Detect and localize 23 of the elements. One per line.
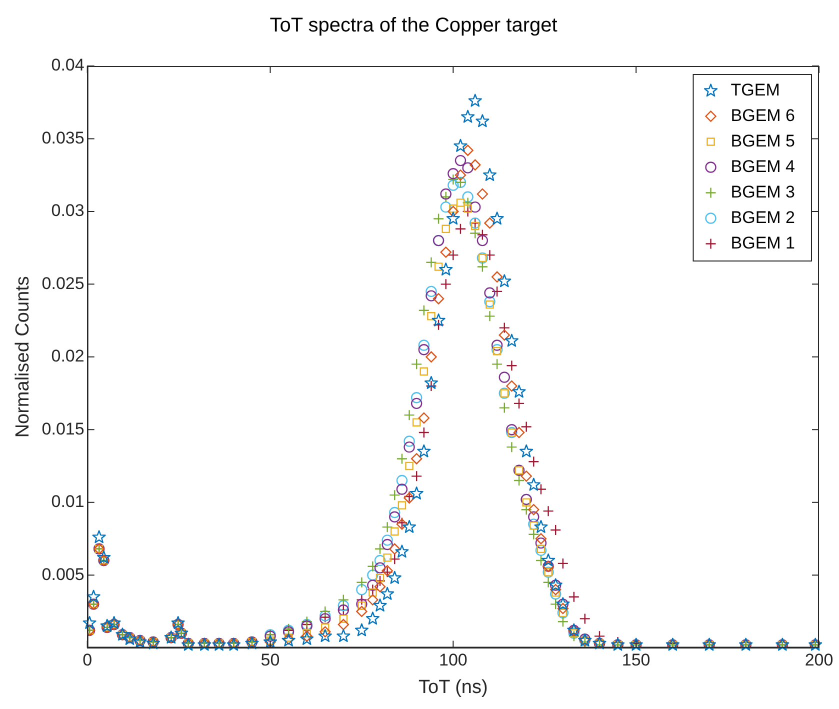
legend-label: BGEM 5 [730, 131, 796, 150]
chart-title: ToT spectra of the Copper target [270, 14, 558, 37]
legend-label: TGEM [730, 80, 780, 100]
x-tick-label: 150 [622, 650, 650, 670]
legend-label: BGEM 1 [730, 233, 796, 252]
y-tick-label: 0.005 [42, 564, 84, 584]
y-tick-label: 0.02 [51, 346, 84, 366]
y-tick-label: 0.04 [51, 56, 84, 75]
y-axis-title: Normalised Counts [12, 276, 34, 438]
legend-label: BGEM 3 [730, 182, 796, 202]
y-tick-label: 0.015 [42, 419, 84, 438]
x-tick-label: 0 [82, 650, 92, 670]
legend-label: BGEM 4 [730, 156, 796, 176]
y-tick-label: 0.025 [42, 274, 84, 293]
x-tick-label: 50 [260, 650, 280, 670]
legend-label: BGEM 6 [730, 106, 796, 125]
y-tick-label: 0.03 [51, 201, 84, 220]
x-tick-label: 200 [804, 650, 834, 670]
y-tick-label: 0.035 [42, 128, 84, 148]
y-tick-label: 0.01 [51, 492, 84, 512]
legend-label: BGEM 2 [730, 208, 796, 227]
x-tick-label: 100 [438, 650, 468, 670]
x-axis-title: ToT (ns) [418, 676, 488, 698]
